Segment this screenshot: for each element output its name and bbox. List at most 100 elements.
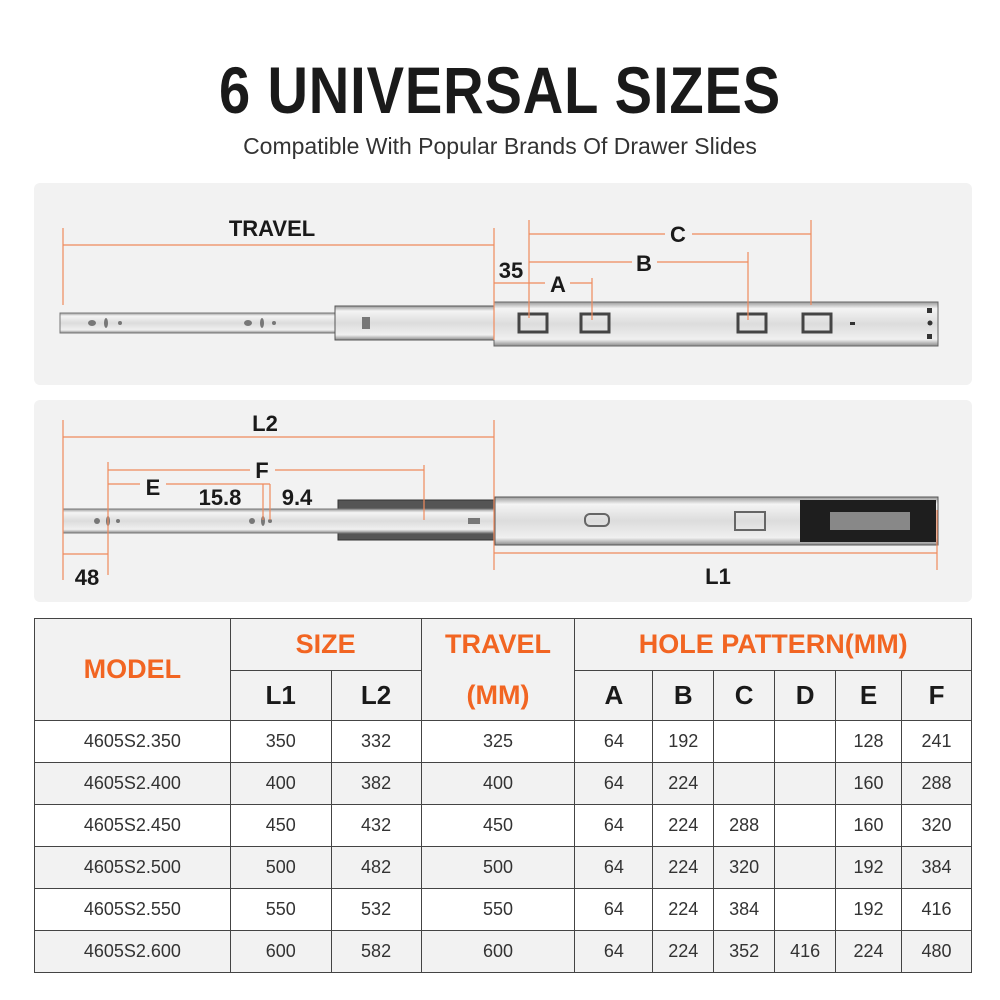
cell-travel: 400	[420, 762, 576, 805]
cell-b: 224	[652, 846, 715, 889]
cell-l2: 382	[330, 762, 422, 805]
header-a: A	[574, 670, 654, 721]
cell-e: 160	[835, 762, 903, 805]
closed-slide-image	[62, 496, 939, 546]
table-row: 4605S2.550 550 532 550 64 224 384 192 416	[34, 888, 972, 931]
dim-l1-label: L1	[705, 564, 731, 589]
header-model: MODEL	[34, 618, 231, 721]
cell-e: 224	[835, 930, 903, 973]
cell-model: 4605S2.450	[34, 804, 231, 847]
cell-travel: 550	[420, 888, 576, 931]
table-row: 4605S2.600 600 582 600 64 224 352 416 224 480	[34, 930, 972, 973]
cell-e: 192	[835, 846, 903, 889]
header-travel: TRAVEL	[420, 618, 576, 671]
cell-l2: 432	[330, 804, 422, 847]
cell-b: 224	[652, 762, 715, 805]
cell-f: 241	[901, 720, 972, 763]
cell-l1: 500	[229, 846, 332, 889]
cell-e: 128	[835, 720, 903, 763]
cell-model: 4605S2.600	[34, 930, 231, 973]
header-l2: L2	[330, 670, 422, 721]
top-dimension-lines	[62, 220, 812, 340]
cell-a: 64	[574, 762, 654, 805]
cell-l1: 350	[229, 720, 332, 763]
extended-slide-image	[59, 301, 939, 347]
cell-travel: 450	[420, 804, 576, 847]
cell-travel: 500	[420, 846, 576, 889]
cell-model: 4605S2.500	[34, 846, 231, 889]
cell-b: 224	[652, 930, 715, 973]
cell-a: 64	[574, 888, 654, 931]
cell-l1: 400	[229, 762, 332, 805]
dim-35-label: 35	[499, 258, 523, 283]
cell-d: 416	[774, 930, 837, 973]
cell-e: 160	[835, 804, 903, 847]
header-travel-unit: (MM)	[420, 670, 576, 721]
cell-c: 320	[713, 846, 776, 889]
header-d: D	[774, 670, 837, 721]
cell-c	[713, 720, 776, 763]
cell-c: 384	[713, 888, 776, 931]
cell-d	[774, 846, 837, 889]
bottom-dimension-lines	[62, 420, 938, 580]
cell-a: 64	[574, 846, 654, 889]
cell-a: 64	[574, 930, 654, 973]
cell-f: 384	[901, 846, 972, 889]
cell-b: 192	[652, 720, 715, 763]
dim-b-label: B	[636, 251, 652, 276]
cell-f: 320	[901, 804, 972, 847]
cell-a: 64	[574, 804, 654, 847]
cell-b: 224	[652, 804, 715, 847]
diagram-panel-extended	[34, 183, 972, 385]
cell-l1: 550	[229, 888, 332, 931]
header-e: E	[835, 670, 903, 721]
header-b: B	[652, 670, 715, 721]
cell-d	[774, 762, 837, 805]
header-size: SIZE	[229, 618, 422, 671]
dim-48-label: 48	[75, 565, 99, 590]
cell-a: 64	[574, 720, 654, 763]
cell-b: 224	[652, 888, 715, 931]
cell-c: 352	[713, 930, 776, 973]
table-row: 4605S2.500 500 482 500 64 224 320 192 384	[34, 846, 972, 889]
cell-travel: 600	[420, 930, 576, 973]
cell-l2: 532	[330, 888, 422, 931]
cell-c	[713, 762, 776, 805]
travel-label: TRAVEL	[229, 216, 315, 241]
dim-e-label: E	[146, 475, 161, 500]
cell-f: 416	[901, 888, 972, 931]
cell-c: 288	[713, 804, 776, 847]
cell-f: 480	[901, 930, 972, 973]
cell-l2: 582	[330, 930, 422, 973]
cell-e: 192	[835, 888, 903, 931]
cell-d	[774, 720, 837, 763]
table-row: 4605S2.350 350 332 325 64 192 128 241	[34, 720, 972, 763]
dim-a-label: A	[550, 272, 566, 297]
cell-model: 4605S2.550	[34, 888, 231, 931]
header-f: F	[901, 670, 972, 721]
table-row: 4605S2.400 400 382 400 64 224 160 288	[34, 762, 972, 805]
cell-l1: 450	[229, 804, 332, 847]
cell-d	[774, 804, 837, 847]
size-table: MODEL SIZE TRAVEL HOLE PATTERN(MM) L1 L2…	[34, 618, 972, 973]
dim-f-label: F	[255, 458, 268, 483]
cell-model: 4605S2.350	[34, 720, 231, 763]
cell-l2: 332	[330, 720, 422, 763]
header-c: C	[713, 670, 776, 721]
dim-9-4-label: 9.4	[282, 485, 313, 510]
cell-f: 288	[901, 762, 972, 805]
page-title: 6 UNIVERSAL SIZES	[218, 53, 782, 127]
cell-travel: 325	[420, 720, 576, 763]
cell-model: 4605S2.400	[34, 762, 231, 805]
dim-l2-label: L2	[252, 411, 278, 436]
table-row: 4605S2.450 450 432 450 64 224 288 160 320	[34, 804, 972, 847]
header-hole-pattern: HOLE PATTERN(MM)	[574, 618, 972, 671]
cell-d	[774, 888, 837, 931]
dim-c-label: C	[670, 222, 686, 247]
cell-l2: 482	[330, 846, 422, 889]
dim-15-8-label: 15.8	[199, 485, 242, 510]
header-l1: L1	[229, 670, 332, 721]
page-subtitle: Compatible With Popular Brands Of Drawer…	[243, 133, 757, 159]
cell-l1: 600	[229, 930, 332, 973]
